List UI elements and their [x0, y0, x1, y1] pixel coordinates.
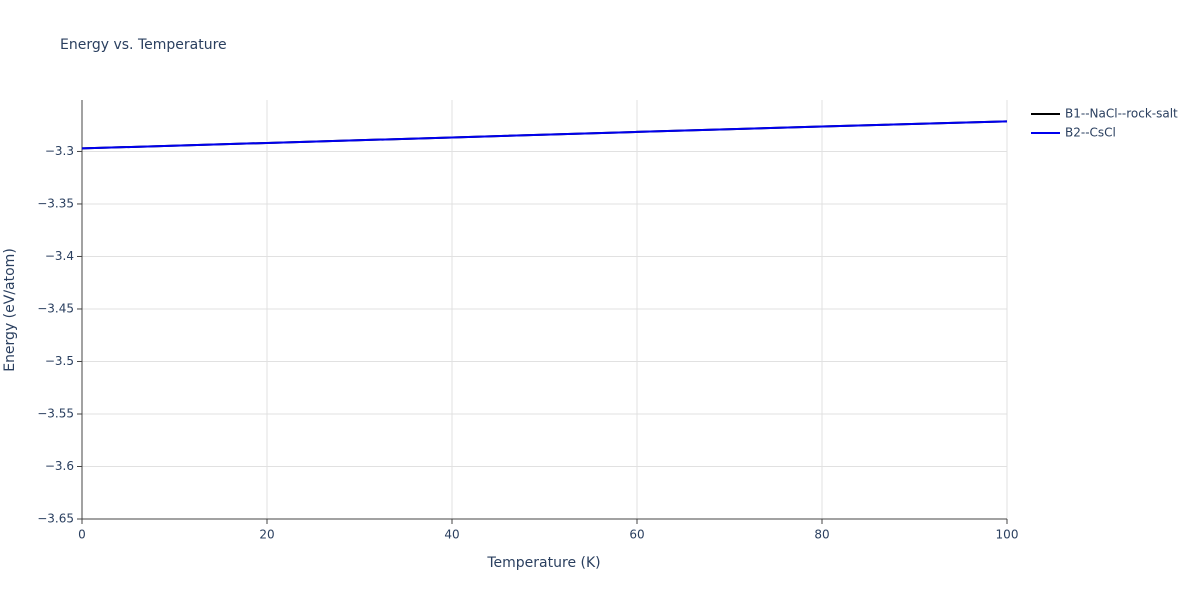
x-tick-label: 60	[629, 528, 644, 542]
x-tick-label: 20	[259, 528, 274, 542]
y-tick-label: −3.45	[37, 301, 74, 315]
y-tick-label: −3.5	[45, 354, 74, 368]
y-tick-label: −3.6	[45, 459, 74, 473]
x-tick-label: 100	[996, 528, 1019, 542]
y-tick-label: −3.65	[37, 512, 74, 526]
legend-label: B1--NaCl--rock-salt	[1065, 107, 1178, 121]
y-tick-label: −3.4	[45, 249, 74, 263]
y-tick-label: −3.3	[45, 144, 74, 158]
chart-title: Energy vs. Temperature	[60, 37, 227, 53]
y-tick-label: −3.55	[37, 406, 74, 420]
y-tick-label: −3.35	[37, 196, 74, 210]
x-axis-label: Temperature (K)	[486, 555, 600, 571]
x-tick-label: 80	[814, 528, 829, 542]
x-tick-label: 0	[78, 528, 86, 542]
legend-label: B2--CsCl	[1065, 126, 1116, 140]
line	[81, 120, 1008, 150]
y-axis-label: Energy (eV/atom)	[2, 248, 18, 372]
x-tick-label: 40	[444, 528, 459, 542]
